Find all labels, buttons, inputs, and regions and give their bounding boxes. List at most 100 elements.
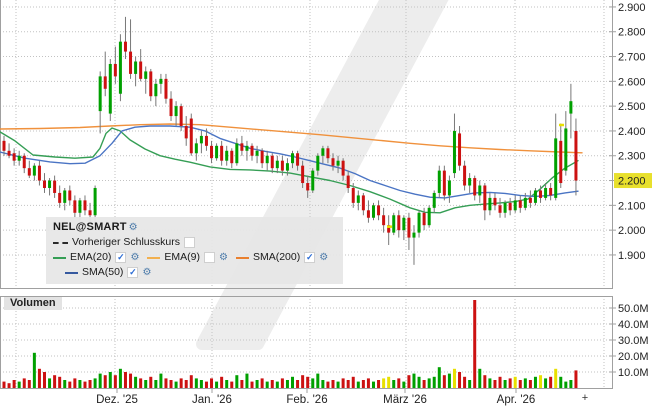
candle-body — [265, 155, 269, 164]
volume-axis-label: 40.0M — [618, 319, 649, 331]
volume-bar — [549, 376, 553, 388]
sma200-checkbox[interactable]: ✓ — [304, 252, 316, 263]
candle-body — [458, 133, 462, 166]
candle-body — [144, 71, 148, 79]
candle-body — [280, 160, 284, 171]
month-label: Dez. '25 — [96, 394, 138, 406]
sma50-gear-icon[interactable]: ⚙ — [142, 267, 152, 278]
volume-bar — [523, 378, 527, 388]
volume-bar — [184, 380, 188, 388]
volume-bar — [437, 367, 441, 388]
ema9-label: EMA(9) — [164, 251, 200, 263]
candle-body — [377, 205, 381, 216]
volume-bar — [311, 378, 315, 388]
volume-bar — [32, 352, 36, 388]
volume-bar — [316, 373, 320, 388]
volume-bar — [113, 375, 117, 388]
legend-item-ema20: EMA(20) ✓ ⚙ — [53, 250, 139, 265]
candle-body — [432, 192, 436, 208]
settings-gear-icon[interactable]: ⚙ — [128, 222, 138, 233]
volume-bar — [442, 375, 446, 388]
volume-bar — [63, 380, 67, 388]
volume-bar — [326, 381, 330, 388]
volume-bar — [478, 368, 482, 388]
candle-body — [468, 178, 472, 186]
volume-bar — [48, 378, 52, 388]
main-panel-border — [0, 0, 613, 289]
volume-bar — [402, 381, 406, 388]
watermark-slash — [196, 0, 449, 350]
candle-body — [321, 148, 325, 156]
candle-body — [523, 197, 527, 208]
sma50-checkbox[interactable]: ✓ — [127, 267, 139, 278]
sma50-line — [0, 125, 579, 199]
legend-title-row: NEL@SMART ⚙ — [53, 220, 336, 235]
volume-axis-label: 20.0M — [618, 351, 649, 363]
volume-bar — [493, 380, 497, 388]
legend-ma-row-2: SMA(50) ✓ ⚙ — [65, 265, 336, 280]
candle-body — [260, 150, 264, 164]
ema20-line-sample — [53, 256, 66, 259]
volume-bar — [204, 381, 208, 388]
volume-bar — [559, 376, 563, 388]
sma200-line-sample — [235, 256, 249, 259]
sma50-label: SMA(50) — [82, 266, 124, 278]
volume-axis-label: 50.0M — [618, 303, 649, 315]
volume-bar — [58, 376, 62, 388]
candle-body — [437, 170, 441, 193]
ema20-gear-icon[interactable]: ⚙ — [130, 252, 140, 263]
legend-item-ema9: EMA(9) ⚙ — [147, 250, 228, 265]
ema9-checkbox[interactable] — [204, 252, 215, 263]
candle-body — [417, 212, 421, 233]
candle-body — [113, 63, 117, 77]
volume-bar — [280, 378, 284, 388]
volume-bar — [154, 380, 158, 388]
candle-body — [169, 98, 173, 117]
candle-body — [422, 212, 426, 226]
candle-body — [164, 78, 168, 99]
volume-bar — [539, 375, 543, 388]
volume-bar — [361, 380, 365, 388]
candle-body — [539, 190, 543, 198]
volume-bar — [235, 375, 239, 388]
sma200-gear-icon[interactable]: ⚙ — [319, 252, 329, 263]
candle-body — [488, 197, 492, 211]
candle-body — [220, 145, 224, 161]
ema9-gear-icon[interactable]: ⚙ — [219, 252, 228, 263]
pan-marker[interactable]: + — [581, 392, 589, 404]
price-axis-label: 2.700 — [618, 52, 646, 64]
volume-bar — [533, 376, 537, 388]
candle-body — [199, 135, 203, 144]
volume-bar — [255, 380, 259, 388]
candle-body — [356, 195, 360, 203]
candle-body — [452, 130, 456, 174]
volume-bar — [291, 376, 295, 388]
volume-bar — [366, 378, 370, 388]
candle-body — [382, 215, 386, 226]
candle-body — [103, 76, 107, 89]
volume-bar — [447, 373, 451, 388]
candle-body — [235, 143, 239, 164]
volume-bar — [98, 373, 102, 388]
volume-bar — [250, 381, 254, 388]
volume-bar — [528, 380, 532, 388]
ema20-label: EMA(20) — [70, 251, 112, 263]
candle-body — [139, 61, 143, 79]
volume-bar — [169, 380, 173, 388]
ema20-checkbox[interactable]: ✓ — [115, 252, 127, 263]
volume-bar — [503, 380, 507, 388]
prev-close-checkbox[interactable] — [183, 237, 195, 248]
prev-close-label: Vorheriger Schlusskurs — [72, 236, 180, 248]
candle-body — [371, 205, 375, 218]
volume-bar — [129, 373, 133, 388]
legend-prev-close-row: Vorheriger Schlusskurs — [53, 235, 336, 250]
event-marker — [559, 123, 564, 127]
candle-body — [493, 197, 497, 206]
volume-bar — [230, 381, 234, 388]
candle-body — [331, 158, 335, 166]
candle-body — [473, 178, 477, 196]
volume-bar — [488, 378, 492, 388]
candle-body — [503, 202, 507, 213]
volume-bar — [356, 381, 360, 388]
